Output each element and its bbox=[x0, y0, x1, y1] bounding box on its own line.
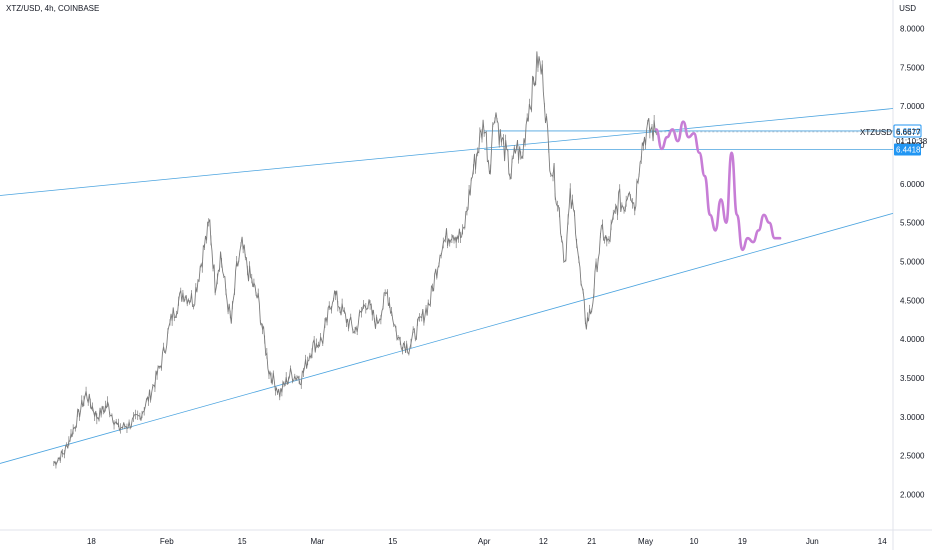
y-tick-label: 3.0000 bbox=[900, 413, 925, 422]
x-tick-label: 14 bbox=[878, 537, 887, 546]
price-axis-currency: USD bbox=[899, 4, 916, 13]
trendline-upper bbox=[0, 108, 894, 196]
x-tick-label: 12 bbox=[539, 537, 548, 546]
y-tick-label: 3.5000 bbox=[900, 374, 925, 383]
last-price-symbol: XTZUSD bbox=[860, 128, 892, 137]
y-tick-label: 5.5000 bbox=[900, 219, 925, 228]
y-tick-label: 2.5000 bbox=[900, 452, 925, 461]
x-tick-label: 15 bbox=[238, 537, 247, 546]
y-tick-label: 7.5000 bbox=[900, 63, 925, 72]
price-badge-outline bbox=[893, 124, 922, 138]
y-tick-label: 4.0000 bbox=[900, 335, 925, 344]
y-tick-label: 8.0000 bbox=[900, 25, 925, 34]
price-line bbox=[53, 51, 657, 467]
x-tick-label: Mar bbox=[311, 537, 325, 546]
y-tick-label: 6.0000 bbox=[900, 180, 925, 189]
x-tick-label: Feb bbox=[160, 537, 174, 546]
x-tick-label: 15 bbox=[388, 537, 397, 546]
price-badge-label: 6.6810 bbox=[896, 127, 921, 136]
y-tick-label: 7.0000 bbox=[900, 102, 925, 111]
price-badge-filled bbox=[894, 143, 921, 156]
x-tick-label: 19 bbox=[738, 537, 747, 546]
y-tick-label: 5.0000 bbox=[900, 258, 925, 267]
x-tick-label: May bbox=[638, 537, 653, 546]
y-tick-label: 4.5000 bbox=[900, 296, 925, 305]
x-tick-label: 21 bbox=[587, 537, 596, 546]
last-price-value: 6.6677 bbox=[896, 128, 921, 137]
trendline-lower bbox=[0, 212, 894, 464]
y-tick-label: 2.0000 bbox=[900, 491, 925, 500]
x-tick-label: Jun bbox=[806, 537, 819, 546]
last-price-countdown: 01:10:38 bbox=[896, 137, 928, 146]
x-tick-label: 10 bbox=[690, 537, 699, 546]
x-tick-label: Apr bbox=[478, 537, 491, 546]
projection-path bbox=[655, 120, 782, 252]
price-badge-label: 6.4418 bbox=[896, 146, 921, 155]
chart-title: XTZ/USD, 4h, COINBASE bbox=[6, 4, 100, 13]
x-tick-label: 18 bbox=[87, 537, 96, 546]
